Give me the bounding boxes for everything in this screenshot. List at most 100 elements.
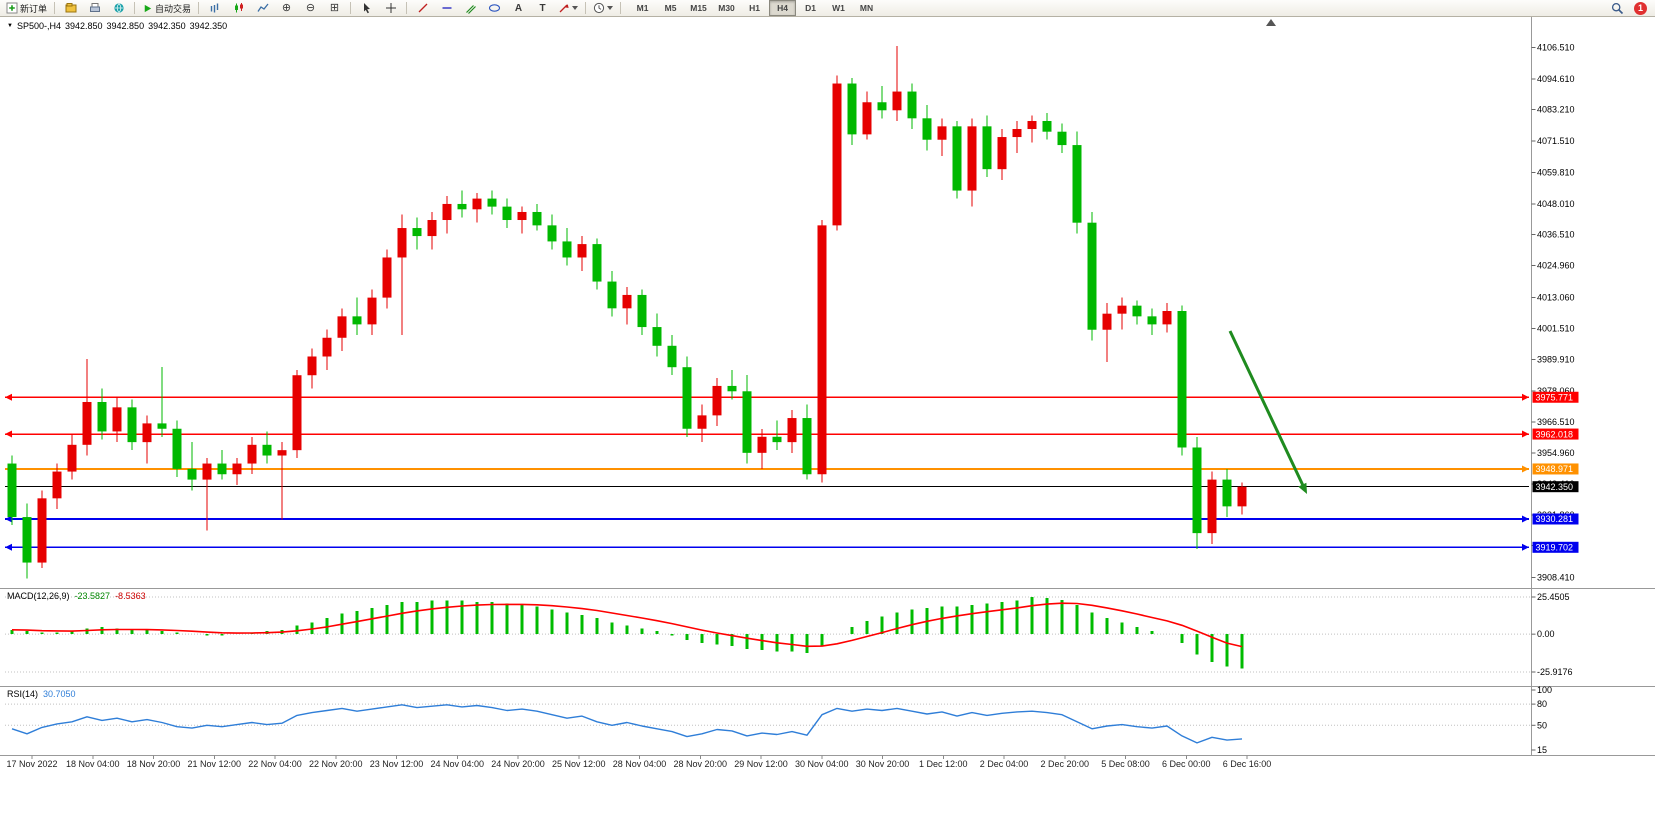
notification-badge[interactable]: 1 [1634,1,1647,15]
ellipse-tool-button[interactable] [483,0,506,17]
time-tick-label: 30 Nov 20:00 [856,759,910,769]
candle [1057,123,1067,154]
horizontal-line-button[interactable] [435,0,458,17]
arrow-head-icon [1298,482,1307,494]
new-order-button[interactable]: 新订单 [3,0,50,17]
time-tick-label: 28 Nov 04:00 [613,759,667,769]
timeframe-h1-button[interactable]: H1 [749,3,760,13]
candle [787,410,797,453]
candle [922,104,932,151]
trendline-button[interactable] [411,0,434,17]
autotrading-play-icon [144,4,152,12]
candle [472,193,482,223]
scroll-to-end-marker[interactable] [1266,19,1276,26]
candles-layer [7,46,1247,579]
timeframe-m15-button[interactable]: M15 [690,3,707,13]
period-button[interactable] [590,0,616,17]
chart-line-button[interactable] [251,0,274,17]
candle [127,399,137,451]
macd-tick-label: -25.9176 [1537,667,1573,677]
price-lines[interactable]: 3975.771 3962.018 3948.971 3942.350 3930.281… [5,391,1579,553]
profiles-button[interactable] [59,0,82,17]
timeframe-w1-button[interactable]: W1 [832,3,845,13]
community-button[interactable] [107,0,130,17]
candle [1042,112,1052,140]
zoom-out-button[interactable]: ⊖ [299,0,322,17]
candle [937,118,947,156]
price-label-3930.281 [1532,513,1579,525]
zoom-out-icon: ⊖ [305,1,316,14]
candle [7,455,17,526]
price-tick-label: 4059.810 [1537,167,1575,177]
hline-right-arrow-icon [1522,430,1529,438]
price-label-3942.350 [1532,481,1579,493]
candle [712,377,722,427]
timeframe-h4-button[interactable]: H4 [769,0,797,16]
candle [442,195,452,234]
label-tool-button[interactable]: T [531,0,554,17]
rsi-tick-label: 80 [1537,699,1547,709]
crosshair-icon [385,3,396,13]
crosshair-button[interactable] [379,0,402,17]
autotrading-button[interactable]: 自动交易 [139,0,194,17]
horizontal-line-icon [442,7,452,9]
time-tick-label: 2 Dec 20:00 [1040,759,1089,769]
price-tick-label: 3954.960 [1537,448,1575,458]
price-axis[interactable]: 4106.510 4094.610 4083.210 4071.510 4059.810… [1531,42,1575,583]
arrow-tool-button[interactable] [555,0,581,17]
time-tick-label: 25 Nov 12:00 [552,759,606,769]
rsi-tick-label: 100 [1537,685,1552,695]
candle [292,369,302,459]
price-tick-label: 4024.960 [1537,261,1575,271]
price-tick-label: 4071.510 [1537,136,1575,146]
chart-bars-button[interactable] [203,0,226,17]
chart-candles-button[interactable] [227,0,250,17]
candle [742,375,752,464]
new-order-icon [6,2,18,14]
price-tick-label: 3989.910 [1537,354,1575,364]
candle [547,214,557,250]
candle [532,203,542,231]
candle [397,214,407,336]
timeframe-d1-button[interactable]: D1 [805,3,816,13]
candle [877,86,887,119]
timeframe-m30-button[interactable]: M30 [718,3,735,13]
candle [52,463,62,510]
price-tick-label: 4083.210 [1537,105,1575,115]
text-tool-button[interactable]: A [507,0,530,17]
trend-arrow[interactable] [1228,330,1307,494]
candle [1027,115,1037,143]
tile-windows-button[interactable]: ⊞ [323,0,346,17]
candle [1207,471,1217,544]
tile-windows-icon: ⊞ [329,1,340,14]
candle [952,120,962,199]
timeframe-m5-button[interactable]: M5 [664,3,677,13]
channel-button[interactable] [459,0,482,17]
zoom-in-button[interactable]: ⊕ [275,0,298,17]
rsi-axis[interactable]: 100 80 50 15 [5,685,1552,755]
cursor-button[interactable] [355,0,378,17]
time-axis[interactable]: 17 Nov 2022 18 Nov 04:00 18 Nov 20:00 21 No… [6,755,1271,770]
macd-axis[interactable]: 25.4505 0.00 -25.9176 [5,592,1573,677]
candle [1162,302,1172,333]
candle [907,83,917,130]
candle [847,78,857,146]
timeframe-mn-button[interactable]: MN [859,3,874,13]
candle [862,91,872,140]
candle [1072,131,1082,234]
time-tick-label: 28 Nov 20:00 [673,759,727,769]
candle [607,270,617,317]
hline-right-arrow-icon [1522,543,1529,551]
print-button[interactable] [83,0,106,17]
candle [727,369,737,400]
search-button[interactable] [1606,0,1629,17]
macd-signal-line [11,602,1243,648]
candle [1102,302,1112,362]
autotrading-label: 自动交易 [155,3,192,14]
timeframe-m1-button[interactable]: M1 [636,3,649,13]
candle [37,490,47,568]
candle [772,420,782,451]
candle [157,367,167,437]
candle [622,286,632,325]
